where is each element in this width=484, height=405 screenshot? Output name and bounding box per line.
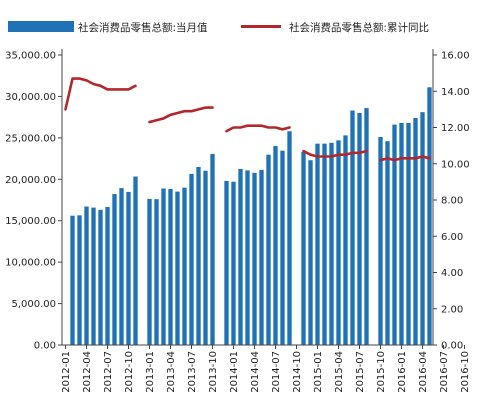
bar [84, 206, 89, 345]
bar [378, 137, 383, 345]
bar [98, 209, 103, 345]
bar [182, 187, 187, 345]
x-tick-label: 2016-01 [397, 351, 408, 393]
bar [385, 141, 390, 345]
line-layer [64, 77, 431, 162]
x-tick-label: 2014-07 [271, 351, 282, 393]
y-left-tick-label: 20,000.00 [5, 175, 56, 186]
x-tick-label: 2013-04 [166, 351, 177, 393]
y-right-tick-label: 16.00 [441, 51, 470, 62]
bar [224, 180, 229, 345]
y-left-tick-label: 10,000.00 [5, 258, 56, 269]
bar [91, 207, 96, 345]
bar [322, 143, 327, 345]
x-tick-label: 2012-10 [124, 351, 135, 393]
bar [413, 117, 418, 345]
legend-bar-label: 社会消费品零售总额:当月值 [78, 21, 208, 34]
line-series-segment [148, 106, 214, 124]
x-tick-label: 2015-04 [334, 351, 345, 393]
bar [406, 122, 411, 345]
bar [287, 131, 292, 345]
line-series-segment [379, 155, 431, 162]
x-tick-label: 2014-10 [292, 351, 303, 393]
bar [210, 153, 215, 345]
x-tick-label: 2014-01 [229, 351, 240, 393]
line-series-segment [302, 149, 368, 158]
x-tick-label: 2012-04 [82, 351, 93, 393]
bar [252, 172, 257, 345]
x-tick-label: 2015-07 [355, 351, 366, 393]
x-tick-label: 2016-07 [439, 351, 450, 393]
y-right-tick-label: 4.00 [441, 268, 463, 279]
x-tick-label: 2016-10 [460, 351, 471, 393]
y-right-tick-label: 8.00 [441, 196, 463, 207]
x-tick-label: 2014-04 [250, 351, 261, 393]
y-right-tick-label: 2.00 [441, 304, 463, 315]
bar [266, 154, 271, 345]
y-right-tick-label: 6.00 [441, 232, 463, 243]
bar [399, 122, 404, 345]
bar [77, 215, 82, 345]
x-tick-label: 2015-10 [376, 351, 387, 393]
bar [189, 173, 194, 345]
y-right-tick-label: 0.00 [441, 341, 463, 352]
x-tick-label: 2015-01 [313, 351, 324, 393]
legend: 社会消费品零售总额:当月值 社会消费品零售总额:累计同比 [8, 21, 429, 34]
bars-layer [70, 87, 432, 345]
bar [336, 140, 341, 345]
y-left-tick-label: 15,000.00 [5, 216, 56, 227]
bar [203, 170, 208, 345]
x-tick-label: 2012-01 [61, 351, 72, 393]
legend-bar-swatch [8, 21, 74, 32]
x-tick-label: 2016-04 [418, 351, 429, 393]
bar [196, 166, 201, 345]
bar [392, 124, 397, 345]
line-series-segment [64, 77, 137, 111]
legend-line-label: 社会消费品零售总额:累计同比 [289, 21, 429, 34]
bar [259, 169, 264, 345]
bar [357, 113, 362, 345]
y-left-tick-label: 35,000.00 [5, 51, 56, 62]
bar [70, 215, 75, 345]
x-tick-label: 2012-07 [103, 351, 114, 393]
bar [238, 168, 243, 345]
bar [343, 135, 348, 345]
y-right-tick-label: 10.00 [441, 159, 470, 170]
x-tick-label: 2013-07 [187, 351, 198, 393]
bar [147, 198, 152, 345]
bar [315, 143, 320, 345]
bar [126, 191, 131, 345]
bar [175, 191, 180, 345]
bar [329, 142, 334, 345]
bar [245, 170, 250, 345]
y-left-tick-label: 25,000.00 [5, 133, 56, 144]
bar [308, 160, 313, 345]
y-right-tick-label: 12.00 [441, 123, 470, 134]
line-series-segment [225, 124, 291, 133]
bar [301, 151, 306, 345]
axes-layer: 0.00 5,000.00 10,000.00 15,000.00 20,000.00 2… [5, 49, 471, 393]
bar [105, 206, 110, 345]
y-left-tick-label: 5,000.00 [11, 299, 56, 310]
x-tick-label: 2013-01 [145, 351, 156, 393]
bar [168, 189, 173, 345]
bar [119, 188, 124, 345]
y-right-tick-label: 14.00 [441, 87, 470, 98]
bar [161, 188, 166, 345]
x-tick-label: 2013-10 [208, 351, 219, 393]
bar [231, 181, 236, 345]
bar [364, 108, 369, 345]
y-left-tick-label: 0.00 [34, 341, 56, 352]
bar [350, 110, 355, 345]
y-left-tick-label: 30,000.00 [5, 92, 56, 103]
bar [273, 146, 278, 345]
bar [112, 193, 117, 345]
bar [133, 176, 138, 345]
bar [280, 150, 285, 345]
bar [427, 87, 432, 345]
bar [420, 112, 425, 345]
bar [154, 199, 159, 345]
